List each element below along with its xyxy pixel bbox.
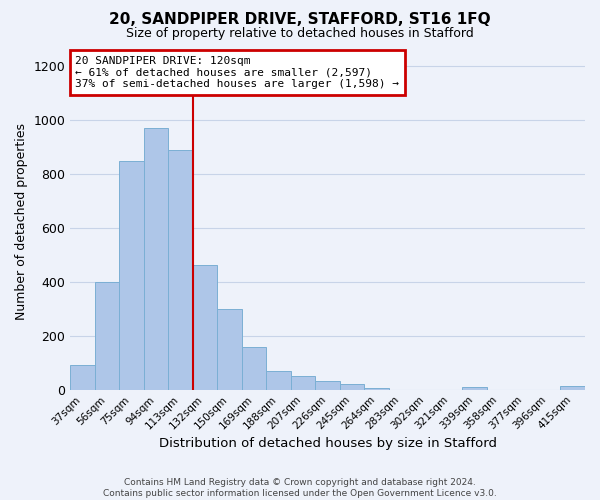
X-axis label: Distribution of detached houses by size in Stafford: Distribution of detached houses by size … — [158, 437, 497, 450]
Bar — [95, 282, 119, 390]
Bar — [169, 150, 193, 390]
Bar — [291, 376, 316, 390]
Text: Contains HM Land Registry data © Crown copyright and database right 2024.
Contai: Contains HM Land Registry data © Crown c… — [103, 478, 497, 498]
Text: Size of property relative to detached houses in Stafford: Size of property relative to detached ho… — [126, 28, 474, 40]
Bar — [217, 310, 242, 390]
Bar — [316, 381, 340, 390]
Bar — [242, 346, 266, 390]
Bar — [340, 384, 364, 390]
Bar — [70, 366, 95, 390]
Bar — [193, 265, 217, 390]
Bar — [463, 387, 487, 390]
Bar — [560, 386, 585, 390]
Bar — [119, 161, 144, 390]
Bar — [364, 388, 389, 390]
Bar — [266, 372, 291, 390]
Y-axis label: Number of detached properties: Number of detached properties — [15, 122, 28, 320]
Text: 20, SANDPIPER DRIVE, STAFFORD, ST16 1FQ: 20, SANDPIPER DRIVE, STAFFORD, ST16 1FQ — [109, 12, 491, 28]
Text: 20 SANDPIPER DRIVE: 120sqm
← 61% of detached houses are smaller (2,597)
37% of s: 20 SANDPIPER DRIVE: 120sqm ← 61% of deta… — [76, 56, 400, 89]
Bar — [144, 128, 169, 390]
